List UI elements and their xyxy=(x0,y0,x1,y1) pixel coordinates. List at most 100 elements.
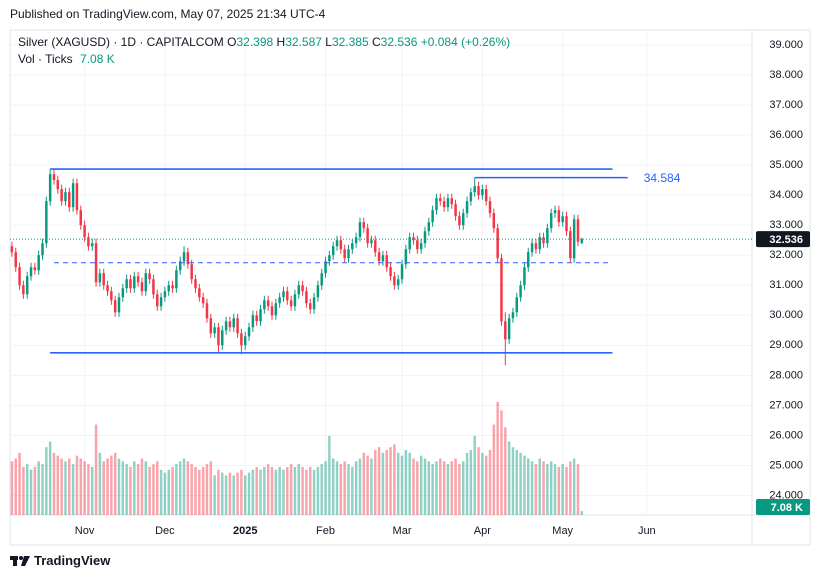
volume-bar xyxy=(454,458,457,515)
candle-body xyxy=(144,273,148,292)
y-tick-label: 38.000 xyxy=(769,69,803,81)
volume-bar xyxy=(412,458,415,515)
candle-body xyxy=(427,222,431,232)
y-tick-label: 24.000 xyxy=(769,489,803,501)
y-tick-label: 25.000 xyxy=(769,459,803,471)
volume-bar xyxy=(328,435,331,515)
volume-bar xyxy=(198,469,201,515)
footer-brand: TradingView xyxy=(10,553,110,568)
volume-bar xyxy=(358,458,362,515)
volume-title: Vol · Ticks xyxy=(18,52,73,66)
candle-body xyxy=(534,243,538,250)
ohlc-value: 32.536 xyxy=(380,35,418,49)
volume-bar xyxy=(45,447,48,515)
volume-header: Vol · Ticks 7.08 K xyxy=(18,52,115,66)
volume-bar xyxy=(473,435,476,515)
candle-body xyxy=(87,237,90,247)
volume-bar xyxy=(320,464,323,515)
volume-bar xyxy=(396,452,400,515)
volume-bar xyxy=(163,472,167,515)
candle-body xyxy=(182,252,186,262)
candle-body xyxy=(454,204,457,217)
volume-bar xyxy=(308,466,312,515)
candle-body xyxy=(240,333,243,346)
volume-bar xyxy=(148,466,151,515)
volume-bar xyxy=(286,466,289,515)
candle-body xyxy=(71,183,75,208)
candle-body xyxy=(469,192,473,202)
candle-body xyxy=(461,213,465,226)
volume-bar xyxy=(312,469,316,515)
candle-body xyxy=(320,273,323,286)
volume-bar xyxy=(133,461,136,515)
volume-bar xyxy=(439,458,442,515)
y-tick-label: 28.000 xyxy=(769,369,803,381)
candle-body xyxy=(404,249,408,265)
candle-body xyxy=(385,255,388,268)
volume-bar xyxy=(427,461,431,515)
candle-body xyxy=(381,255,385,262)
volume-bar xyxy=(274,469,278,515)
candle-body xyxy=(10,246,14,253)
candle-body xyxy=(324,261,327,274)
candle-body xyxy=(29,267,33,277)
volume-bar xyxy=(159,469,163,515)
volume-bar xyxy=(71,464,75,515)
candle-body xyxy=(492,213,496,229)
candle-body xyxy=(102,273,105,286)
candle-body xyxy=(400,264,404,280)
volume-bar xyxy=(125,464,128,515)
volume-bar xyxy=(301,466,304,515)
x-tick-label: Feb xyxy=(316,525,335,537)
candle-body xyxy=(236,318,239,334)
x-tick-label: Mar xyxy=(393,525,412,537)
x-tick-label: Nov xyxy=(75,525,95,537)
volume-bar xyxy=(90,466,94,515)
volume-bar xyxy=(48,441,52,515)
candle-body xyxy=(282,291,285,298)
candle-body xyxy=(523,267,526,286)
volume-bar xyxy=(442,461,446,515)
candle-body xyxy=(221,330,224,346)
candle-body xyxy=(370,240,373,244)
candle-body xyxy=(374,240,377,253)
candle-body xyxy=(576,219,580,242)
candle-body xyxy=(477,186,480,196)
volume-bar xyxy=(530,461,534,515)
candle-body xyxy=(209,318,213,334)
candle-body xyxy=(435,198,438,211)
volume-bar xyxy=(465,452,469,515)
volume-bar xyxy=(481,452,484,515)
brand-logo xyxy=(10,555,30,566)
ohlc-value: 32.385 xyxy=(331,35,369,49)
candle-body xyxy=(519,285,522,298)
candle-body xyxy=(255,315,258,322)
ohlc-value: 32.398 xyxy=(236,35,274,49)
volume-bar xyxy=(458,464,461,515)
y-tick-label: 34.000 xyxy=(769,189,803,201)
candle-body xyxy=(553,210,557,214)
volume-bar xyxy=(324,461,327,515)
volume-bar xyxy=(121,461,125,515)
volume-bar xyxy=(492,424,496,515)
candle-body xyxy=(152,279,155,295)
volume-bar xyxy=(113,452,117,515)
candle-body xyxy=(351,243,354,250)
volume-bar xyxy=(270,466,274,515)
volume-bar xyxy=(343,461,346,515)
y-tick-label: 26.000 xyxy=(769,429,803,441)
candle-body xyxy=(442,201,446,208)
candle-body xyxy=(175,270,178,289)
current-price-box xyxy=(756,231,810,248)
x-tick-label: May xyxy=(552,525,573,537)
candle-body xyxy=(68,192,71,208)
y-tick-label: 30.000 xyxy=(769,309,803,321)
candle-body xyxy=(316,285,320,298)
x-tick-label: 2025 xyxy=(233,525,257,537)
candle-body xyxy=(301,285,304,292)
volume-bar xyxy=(366,455,369,515)
candle-body xyxy=(190,264,193,280)
y-tick-label: 31.000 xyxy=(769,279,803,291)
candle-body xyxy=(52,174,56,181)
